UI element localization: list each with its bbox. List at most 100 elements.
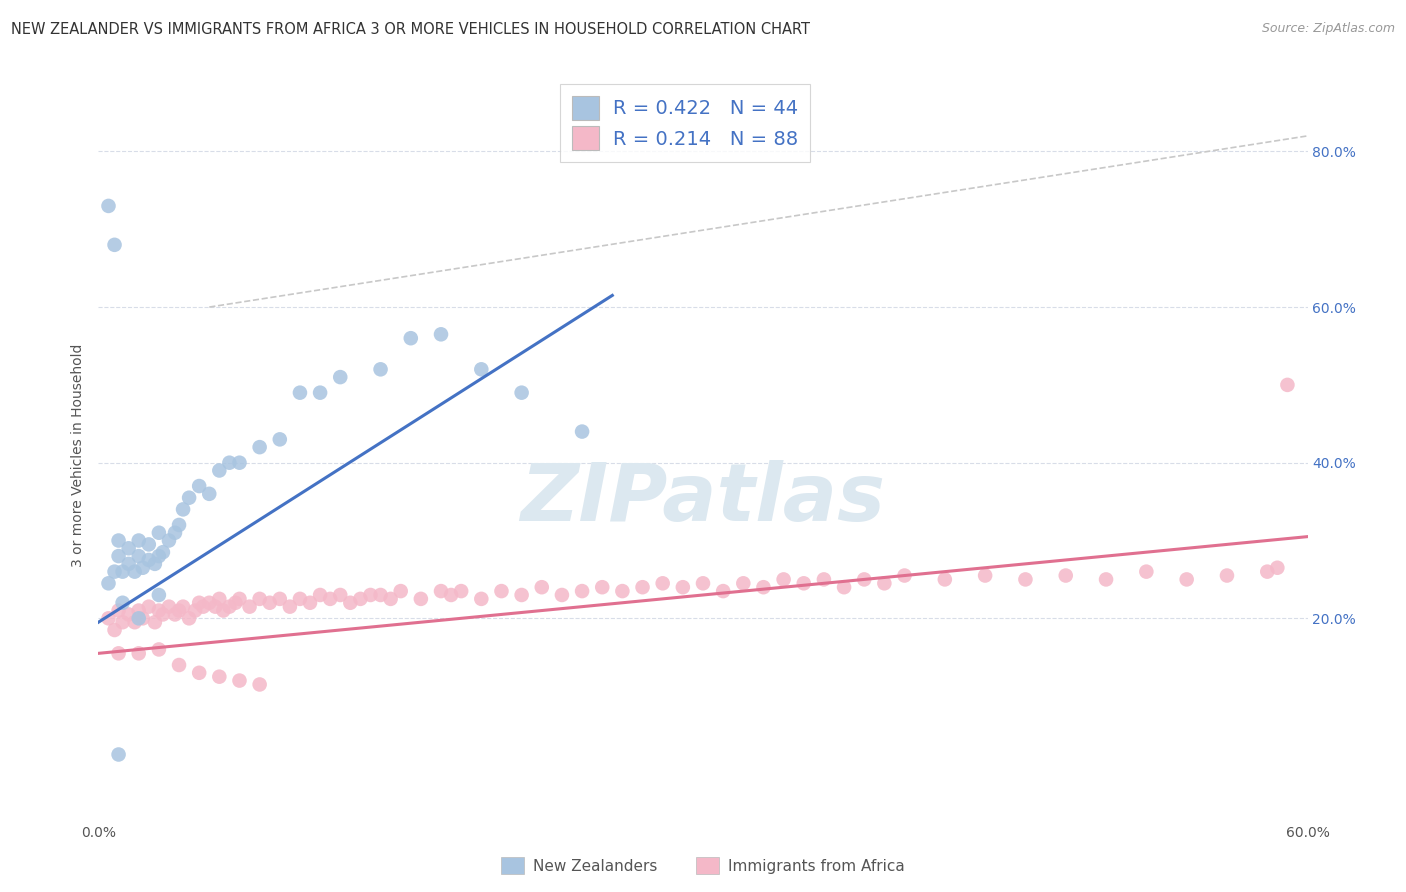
- Point: [118, 607, 141, 622]
- Point: [832, 580, 855, 594]
- Point: [672, 580, 695, 594]
- Legend: New Zealanders, Immigrants from Africa: New Zealanders, Immigrants from Africa: [495, 851, 911, 880]
- Point: [491, 584, 513, 599]
- Point: [370, 362, 392, 376]
- Point: [793, 576, 815, 591]
- Point: [218, 599, 240, 614]
- Point: [208, 670, 231, 684]
- Point: [530, 580, 553, 594]
- Point: [1256, 565, 1278, 579]
- Point: [309, 588, 332, 602]
- Point: [309, 385, 332, 400]
- Point: [128, 533, 150, 548]
- Point: [148, 549, 170, 563]
- Point: [733, 576, 755, 591]
- Point: [143, 557, 166, 571]
- Point: [228, 456, 250, 470]
- Point: [329, 370, 352, 384]
- Point: [193, 599, 215, 614]
- Point: [111, 565, 134, 579]
- Point: [163, 525, 186, 540]
- Point: [389, 584, 412, 599]
- Point: [571, 425, 593, 439]
- Point: [299, 596, 322, 610]
- Point: [128, 549, 150, 563]
- Point: [128, 646, 150, 660]
- Point: [360, 588, 382, 602]
- Point: [172, 502, 194, 516]
- Point: [118, 557, 141, 571]
- Point: [103, 623, 125, 637]
- Point: [1014, 573, 1036, 587]
- Y-axis label: 3 or more Vehicles in Household: 3 or more Vehicles in Household: [72, 343, 86, 566]
- Point: [319, 591, 342, 606]
- Point: [97, 611, 120, 625]
- Point: [132, 560, 155, 574]
- Point: [188, 479, 211, 493]
- Point: [124, 615, 146, 630]
- Point: [1054, 568, 1077, 582]
- Point: [103, 565, 125, 579]
- Point: [157, 599, 180, 614]
- Legend: R = 0.422   N = 44, R = 0.214   N = 88: R = 0.422 N = 44, R = 0.214 N = 88: [560, 84, 810, 161]
- Point: [813, 573, 835, 587]
- Point: [204, 599, 226, 614]
- Point: [259, 596, 281, 610]
- Point: [152, 607, 174, 622]
- Point: [249, 591, 271, 606]
- Point: [752, 580, 775, 594]
- Point: [148, 588, 170, 602]
- Point: [470, 591, 492, 606]
- Point: [107, 747, 129, 762]
- Point: [218, 456, 240, 470]
- Point: [380, 591, 402, 606]
- Point: [138, 537, 160, 551]
- Point: [132, 611, 155, 625]
- Point: [772, 573, 794, 587]
- Point: [278, 599, 301, 614]
- Point: [591, 580, 613, 594]
- Point: [440, 588, 463, 602]
- Point: [1175, 573, 1198, 587]
- Point: [97, 576, 120, 591]
- Point: [179, 611, 201, 625]
- Point: [198, 596, 221, 610]
- Point: [450, 584, 472, 599]
- Point: [228, 591, 250, 606]
- Point: [470, 362, 492, 376]
- Point: [409, 591, 432, 606]
- Point: [97, 199, 120, 213]
- Point: [329, 588, 352, 602]
- Point: [107, 533, 129, 548]
- Point: [399, 331, 422, 345]
- Point: [224, 596, 246, 610]
- Point: [188, 665, 211, 680]
- Point: [148, 603, 170, 617]
- Point: [853, 573, 876, 587]
- Text: NEW ZEALANDER VS IMMIGRANTS FROM AFRICA 3 OR MORE VEHICLES IN HOUSEHOLD CORRELAT: NEW ZEALANDER VS IMMIGRANTS FROM AFRICA …: [11, 22, 810, 37]
- Point: [370, 588, 392, 602]
- Point: [107, 646, 129, 660]
- Point: [138, 553, 160, 567]
- Point: [1216, 568, 1239, 582]
- Point: [152, 545, 174, 559]
- Point: [167, 658, 190, 673]
- Point: [1277, 377, 1299, 392]
- Point: [138, 599, 160, 614]
- Point: [873, 576, 896, 591]
- Point: [239, 599, 262, 614]
- Point: [208, 591, 231, 606]
- Point: [1135, 565, 1157, 579]
- Point: [107, 549, 129, 563]
- Point: [692, 576, 714, 591]
- Point: [510, 385, 533, 400]
- Point: [551, 588, 574, 602]
- Point: [893, 568, 915, 582]
- Point: [148, 642, 170, 657]
- Point: [228, 673, 250, 688]
- Point: [111, 615, 134, 630]
- Point: [128, 611, 150, 625]
- Point: [111, 596, 134, 610]
- Point: [974, 568, 997, 582]
- Point: [269, 433, 291, 447]
